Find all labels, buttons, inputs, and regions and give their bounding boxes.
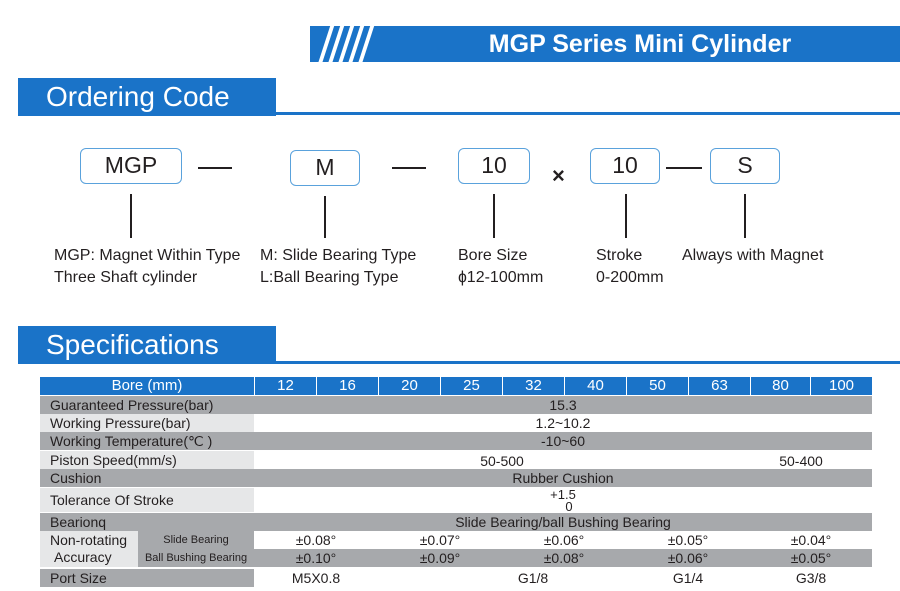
accuracy-ball-value: ±0.06° (667, 550, 709, 566)
accuracy-slide-value: ±0.05° (667, 532, 709, 548)
port-size-value: G1/4 (672, 570, 704, 586)
spec-label-group: Non-rotating Accuracy (40, 531, 138, 567)
accuracy-slide-value: ±0.04° (790, 532, 832, 548)
desc-line: M: Slide Bearing Type (260, 247, 417, 264)
separator-dash (392, 167, 426, 169)
leader-line (324, 196, 326, 238)
leader-line (744, 194, 746, 238)
code-box-series: MGP (80, 148, 182, 184)
desc-line: Three Shaft cylinder (54, 269, 198, 286)
banner-stripes (318, 26, 376, 62)
sub-label-ball: Ball Bushing Bearing (138, 549, 254, 567)
separator-dash (198, 167, 232, 169)
spec-label: Cushion (40, 469, 254, 487)
spec-value-bg (254, 549, 872, 567)
section-rule-ordering (18, 112, 900, 115)
spec-value-bg (254, 531, 872, 549)
bore-header-cell: 16 (316, 377, 378, 395)
spec-row-tolerance: Tolerance Of Stroke +1.5 0 (40, 487, 872, 514)
leader-line (625, 194, 627, 238)
spec-label: Bearionq (40, 513, 254, 531)
spec-label: Guaranteed Pressure(bar) (40, 396, 254, 414)
accuracy-ball-value: ±0.10° (295, 550, 337, 566)
spec-value-bg (254, 451, 872, 469)
spec-value: 50-500 (480, 453, 524, 469)
spec-value: 15.3 (254, 396, 872, 414)
desc-line: L:Ball Bearing Type (260, 269, 399, 286)
spec-label: Working Pressure(bar) (40, 414, 254, 432)
bore-header-cell: 32 (502, 377, 564, 395)
spec-value: Rubber Cushion (254, 469, 872, 487)
spec-label: Accuracy (54, 549, 112, 565)
section-title-ordering: Ordering Code (18, 78, 276, 116)
spec-label: Tolerance Of Stroke (40, 488, 254, 512)
desc-bearing: M: Slide Bearing Type L:Ball Bearing Typ… (260, 245, 416, 289)
bore-header-cell: 50 (626, 377, 688, 395)
accuracy-ball-value: ±0.05° (790, 550, 832, 566)
port-size-value: G1/8 (517, 570, 549, 586)
accuracy-slide-value: ±0.07° (419, 532, 461, 548)
desc-line: Always with Magnet (682, 247, 824, 264)
spec-value: Slide Bearing/ball Bushing Bearing (254, 513, 872, 531)
bore-header-cell: 20 (378, 377, 440, 395)
bore-header-cell: 12 (254, 377, 316, 395)
tolerance-lower: 0 (565, 499, 573, 514)
desc-line: MGP: Magnet Within Type (54, 247, 241, 264)
port-size-value: G3/8 (795, 570, 827, 586)
code-box-magnet: S (710, 148, 780, 184)
sub-label-slide: Slide Bearing (138, 531, 254, 549)
bore-header-cell: 100 (810, 377, 872, 395)
spec-row-bearing: Bearionq Slide Bearing/ball Bushing Bear… (40, 513, 872, 531)
desc-stroke: Stroke 0-200mm (596, 245, 664, 289)
spec-value-bg (254, 569, 872, 587)
spec-label: Working Temperature(℃ ) (40, 432, 254, 450)
spec-label: Port Size (40, 569, 254, 587)
separator-dash (666, 167, 702, 169)
header-label: Bore (mm) (111, 377, 183, 394)
spec-row-cushion: Cushion Rubber Cushion (40, 469, 872, 487)
desc-magnet: Always with Magnet (682, 245, 823, 267)
tolerance-upper: +1.5 (550, 487, 576, 502)
accuracy-ball-value: ±0.09° (419, 550, 461, 566)
accuracy-ball-value: ±0.08° (543, 550, 585, 566)
spec-label: Non-rotating (50, 532, 128, 548)
code-box-stroke: 10 (590, 148, 660, 184)
desc-line: Bore Size (458, 247, 528, 264)
spec-row-working-temperature: Working Temperature(℃ ) -10~60 (40, 432, 872, 450)
bore-header-cell: 25 (440, 377, 502, 395)
spec-row-working-pressure: Working Pressure(bar) 1.2~10.2 (40, 414, 872, 432)
desc-line: 0-200mm (596, 269, 664, 286)
spec-row-port-size: Port Size M5X0.8 G1/8 G1/4 G3/8 (40, 569, 872, 587)
desc-line: ɸ12-100mm (458, 269, 544, 286)
times-symbol: × (552, 163, 565, 188)
spec-row-piston-speed: Piston Speed(mm/s) 50-500 50-400 (40, 451, 872, 469)
leader-line (493, 194, 495, 238)
spec-label: Piston Speed(mm/s) (40, 451, 254, 469)
title-banner (310, 26, 900, 62)
spec-row-guaranteed-pressure: Guaranteed Pressure(bar) 15.3 (40, 396, 872, 414)
table-header-row: Bore (mm) 12 16 20 25 32 40 50 63 80 100 (40, 377, 872, 395)
code-box-bearing: M (290, 150, 360, 186)
leader-line (130, 194, 132, 238)
accuracy-slide-value: ±0.06° (543, 532, 585, 548)
desc-line: Stroke (596, 247, 643, 264)
spec-value: -10~60 (254, 432, 872, 450)
bore-header-cell: 40 (564, 377, 626, 395)
accuracy-slide-value: ±0.08° (295, 532, 337, 548)
desc-series: MGP: Magnet Within Type Three Shaft cyli… (54, 245, 240, 289)
spec-row-non-rotating: Non-rotating Accuracy Slide Bearing Ball… (40, 531, 872, 567)
bore-header-cell: 80 (750, 377, 810, 395)
page-title: MGP Series Mini Cylinder (488, 30, 792, 58)
bore-header-cell: 63 (688, 377, 750, 395)
spec-value-bg (254, 488, 872, 512)
desc-bore: Bore Size ɸ12-100mm (458, 245, 543, 289)
spec-value: 1.2~10.2 (254, 414, 872, 432)
port-size-value: M5X0.8 (291, 570, 341, 586)
section-title-specs: Specifications (18, 326, 276, 364)
code-box-bore: 10 (458, 148, 530, 184)
spec-value: 50-400 (779, 453, 823, 469)
section-rule-specs (18, 361, 900, 364)
